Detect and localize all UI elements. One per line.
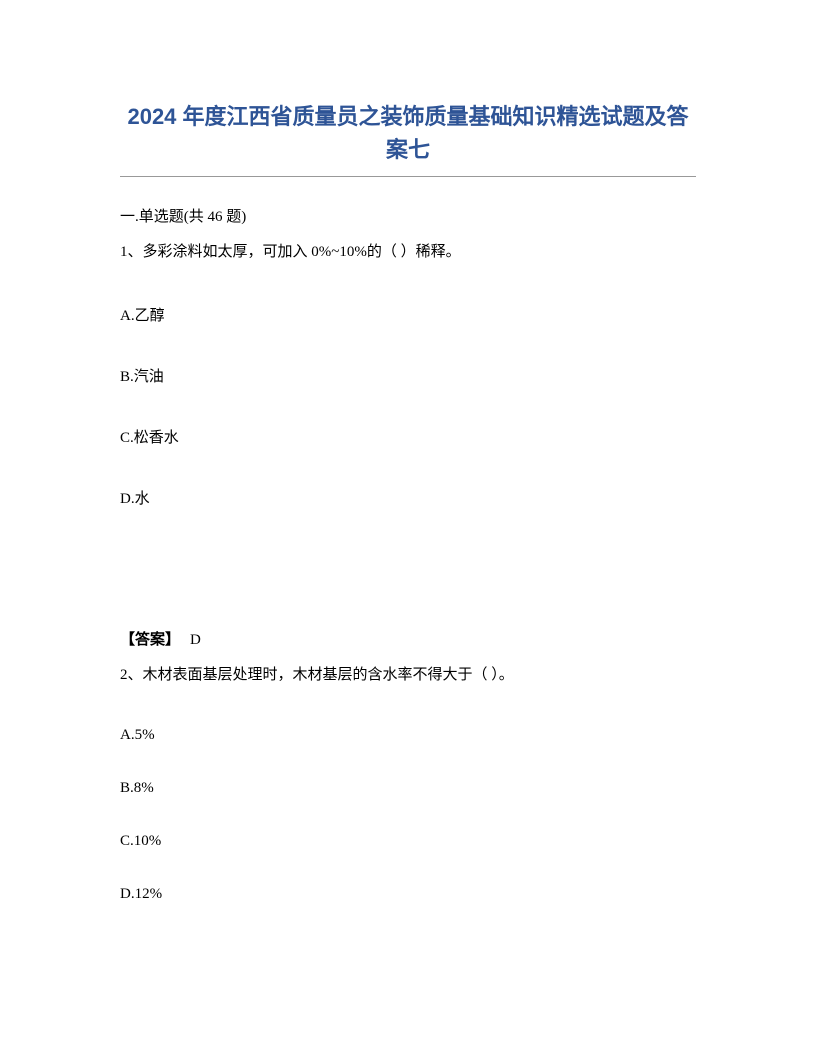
q1-text: 1、多彩涂料如太厚，可加入 0%~10%的（ ）稀释。 bbox=[120, 240, 696, 264]
q2-option-d: D.12% bbox=[120, 886, 696, 903]
q2-option-b: B.8% bbox=[120, 780, 696, 797]
q2-option-c: C.10% bbox=[120, 833, 696, 850]
q1-option-c: C.松香水 bbox=[120, 426, 696, 447]
title-divider bbox=[120, 176, 696, 177]
page-title: 2024 年度江西省质量员之装饰质量基础知识精选试题及答案七 bbox=[120, 100, 696, 166]
q1-answer-value: D bbox=[190, 632, 201, 648]
q1-option-d: D.水 bbox=[120, 487, 696, 508]
q1-answer-label: 【答案】 bbox=[120, 632, 180, 648]
section-header: 一.单选题(共 46 题) bbox=[120, 205, 696, 226]
q2-option-a: A.5% bbox=[120, 727, 696, 744]
q2-text: 2、木材表面基层处理时，木材基层的含水率不得大于（ ）。 bbox=[120, 663, 696, 687]
q1-answer-block: 【答案】 D bbox=[120, 628, 696, 649]
q1-option-a: A.乙醇 bbox=[120, 304, 696, 325]
q1-option-b: B.汽油 bbox=[120, 365, 696, 386]
